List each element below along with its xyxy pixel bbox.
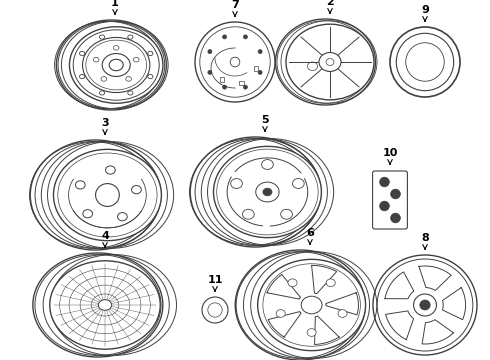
Ellipse shape (231, 179, 243, 188)
Ellipse shape (50, 261, 160, 349)
Ellipse shape (83, 210, 93, 218)
Ellipse shape (208, 71, 212, 75)
Ellipse shape (380, 177, 390, 187)
Ellipse shape (293, 179, 304, 188)
Ellipse shape (105, 166, 115, 174)
Text: 10: 10 (382, 148, 398, 164)
Text: 3: 3 (101, 118, 109, 134)
Ellipse shape (258, 50, 262, 54)
Ellipse shape (96, 184, 119, 206)
Ellipse shape (301, 296, 322, 314)
Text: 4: 4 (101, 231, 109, 247)
Ellipse shape (281, 209, 293, 219)
Ellipse shape (33, 253, 163, 357)
Ellipse shape (338, 310, 347, 318)
Ellipse shape (307, 329, 316, 336)
Ellipse shape (99, 91, 105, 95)
Ellipse shape (275, 19, 375, 105)
Ellipse shape (276, 310, 285, 318)
Ellipse shape (75, 181, 85, 189)
Ellipse shape (326, 59, 334, 66)
Ellipse shape (244, 35, 247, 39)
FancyBboxPatch shape (240, 81, 244, 85)
Ellipse shape (235, 250, 365, 360)
Text: 5: 5 (261, 115, 269, 131)
Text: 6: 6 (306, 228, 314, 244)
Ellipse shape (98, 300, 112, 310)
Ellipse shape (391, 189, 400, 199)
Ellipse shape (99, 35, 105, 39)
Ellipse shape (30, 140, 160, 250)
Ellipse shape (396, 33, 454, 91)
Ellipse shape (70, 27, 163, 103)
Ellipse shape (118, 212, 127, 221)
Ellipse shape (190, 137, 320, 247)
Ellipse shape (94, 57, 99, 62)
Ellipse shape (133, 57, 139, 62)
FancyBboxPatch shape (253, 66, 258, 71)
Ellipse shape (126, 77, 131, 81)
Ellipse shape (148, 75, 153, 79)
FancyBboxPatch shape (372, 171, 407, 229)
Ellipse shape (414, 294, 437, 316)
Text: 7: 7 (231, 0, 239, 16)
FancyBboxPatch shape (220, 77, 224, 82)
Ellipse shape (109, 59, 123, 71)
Ellipse shape (53, 149, 161, 240)
Ellipse shape (214, 147, 321, 238)
Ellipse shape (230, 57, 240, 67)
Ellipse shape (222, 35, 226, 39)
Ellipse shape (262, 159, 273, 170)
Ellipse shape (132, 185, 141, 194)
Ellipse shape (202, 297, 228, 323)
Ellipse shape (263, 188, 272, 196)
Ellipse shape (208, 50, 212, 54)
Ellipse shape (102, 54, 130, 76)
Ellipse shape (391, 213, 400, 223)
Ellipse shape (380, 201, 390, 211)
Ellipse shape (258, 259, 366, 351)
Ellipse shape (286, 24, 374, 100)
Ellipse shape (256, 182, 279, 202)
Ellipse shape (258, 71, 262, 75)
Ellipse shape (113, 45, 119, 50)
Ellipse shape (79, 51, 85, 55)
Ellipse shape (148, 51, 153, 55)
Text: 11: 11 (207, 275, 223, 291)
Ellipse shape (319, 53, 341, 71)
Text: 9: 9 (421, 5, 429, 21)
Text: 1: 1 (111, 0, 119, 14)
Text: 8: 8 (421, 233, 429, 249)
Ellipse shape (288, 279, 297, 287)
Ellipse shape (244, 85, 247, 89)
Ellipse shape (373, 255, 477, 355)
Ellipse shape (128, 35, 133, 39)
Ellipse shape (195, 22, 275, 102)
Ellipse shape (420, 300, 430, 310)
Ellipse shape (101, 77, 107, 81)
Ellipse shape (79, 75, 85, 79)
Ellipse shape (222, 85, 226, 89)
Ellipse shape (243, 209, 254, 219)
Ellipse shape (390, 27, 460, 97)
Ellipse shape (128, 91, 133, 95)
Ellipse shape (326, 279, 335, 287)
Text: 2: 2 (326, 0, 334, 13)
Ellipse shape (56, 20, 167, 110)
